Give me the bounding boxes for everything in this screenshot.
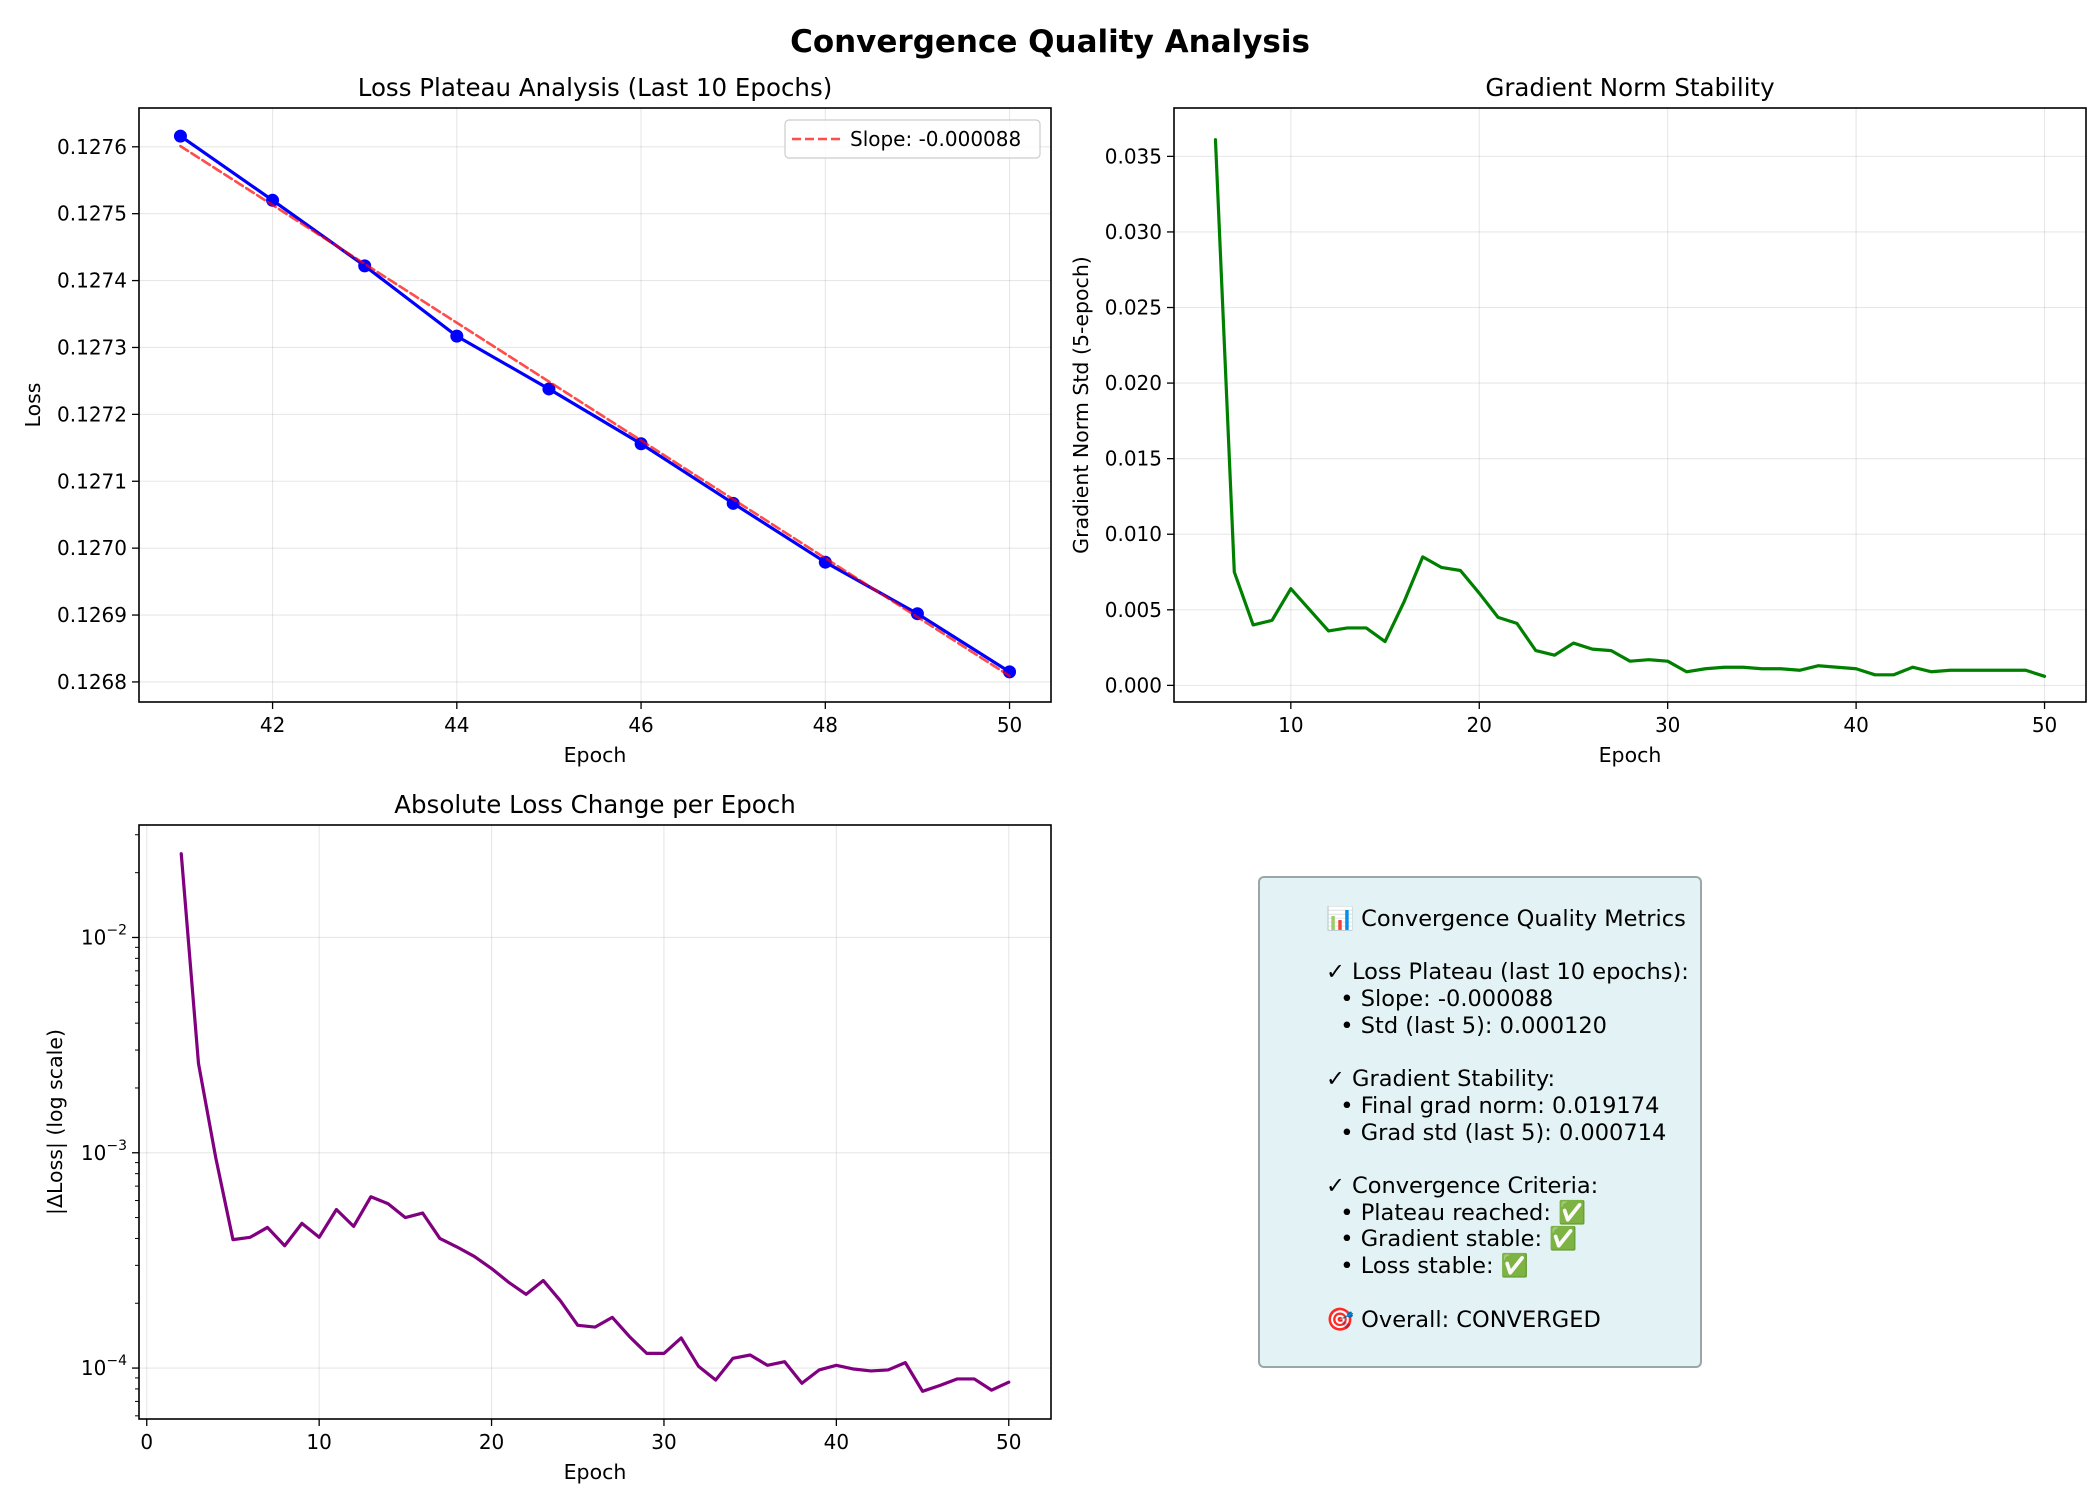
- y-tick-label: 0.025: [1105, 296, 1162, 320]
- legend-frame: [784, 119, 1041, 159]
- y-tick-label: 0.1275: [57, 202, 127, 226]
- abs-loss-change-ylabel: |ΔLoss| (log scale): [43, 1029, 68, 1215]
- y-tick-label: 0.1276: [57, 135, 127, 159]
- y-tick-label: 0.035: [1105, 144, 1162, 168]
- y-tick-label: 0.005: [1105, 598, 1162, 622]
- convergence-metrics-text: 📊 Convergence Quality Metrics ✓ Loss Pla…: [1326, 906, 1689, 1333]
- trend-line: [179, 144, 1011, 678]
- x-tick-label: 50: [2032, 713, 2057, 737]
- x-tick-label: 30: [651, 1430, 676, 1454]
- gradient-norm-ylabel: Gradient Norm Std (5-epoch): [1069, 256, 1093, 554]
- series-line: [178, 134, 1012, 674]
- x-tick-label: 10: [1278, 713, 1303, 737]
- x-tick-label: 50: [997, 713, 1022, 737]
- y-tick-label: 0.1274: [57, 269, 127, 293]
- x-tick-label: 20: [479, 1430, 504, 1454]
- y-tick-label: 10−2: [81, 922, 127, 949]
- loss-plateau-ylabel: Loss: [21, 383, 45, 428]
- data-point: [542, 382, 556, 396]
- convergence-metrics-box: 📊 Convergence Quality Metrics ✓ Loss Pla…: [1258, 876, 1702, 1368]
- y-tick-label: 0.000: [1105, 673, 1162, 697]
- loss-plateau-panel: 42 44 46 48 50 0.1268 0.1269 0.1270 0.1271 0.1272…: [21, 73, 1052, 767]
- y-tick-label: 0.015: [1105, 447, 1162, 471]
- y-tick-label: 0.030: [1105, 220, 1162, 244]
- x-tick-label: 40: [824, 1430, 849, 1454]
- y-tick-label: 0.1270: [57, 536, 127, 560]
- data-point: [910, 607, 924, 621]
- x-tick-label: 50: [996, 1430, 1021, 1454]
- y-tick-label: 0.1273: [57, 335, 127, 359]
- x-tick-label: 0: [140, 1430, 153, 1454]
- loss-plateau-axes-frame: [138, 107, 1052, 703]
- x-tick-label: 30: [1655, 713, 1680, 737]
- abs-loss-change-panel: 0 10 20 30 40 50 10−4 10−3 10−2 Absolute Loss Ch…: [43, 790, 1052, 1484]
- gradient-norm-axes-frame: [1173, 107, 2087, 703]
- abs-loss-change-title: Absolute Loss Change per Epoch: [394, 790, 796, 819]
- y-tick-label: 0.1269: [57, 603, 127, 627]
- x-tick-label: 48: [813, 713, 838, 737]
- x-tick-label: 20: [1467, 713, 1492, 737]
- legend-slope-label: Slope: -0.000088: [850, 127, 1021, 151]
- y-tick-label: 0.1271: [57, 469, 127, 493]
- loss-plateau-xlabel: Epoch: [564, 743, 627, 767]
- x-tick-label: 10: [306, 1430, 331, 1454]
- loss-plateau-title: Loss Plateau Analysis (Last 10 Epochs): [358, 73, 833, 102]
- x-tick-label: 40: [1843, 713, 1868, 737]
- gradient-norm-panel: 10 20 30 40 50 0.000 0.005 0.010 0.015 0.020 0.025…: [1069, 73, 2087, 767]
- x-tick-label: 44: [444, 713, 469, 737]
- y-tick-label: 0.020: [1105, 371, 1162, 395]
- y-tick-label: 0.1272: [57, 402, 127, 426]
- gradient-norm-title: Gradient Norm Stability: [1485, 73, 1774, 102]
- x-tick-label: 42: [260, 713, 285, 737]
- y-tick-label: 0.010: [1105, 522, 1162, 546]
- data-point: [173, 129, 187, 143]
- y-tick-label: 10−4: [81, 1353, 127, 1380]
- data-point: [450, 329, 464, 343]
- series-line: [179, 852, 1011, 1393]
- series-line: [1213, 138, 2047, 678]
- y-tick-label: 10−3: [81, 1138, 127, 1165]
- gradient-norm-xlabel: Epoch: [1599, 743, 1662, 767]
- figure-title: Convergence Quality Analysis: [790, 24, 1310, 60]
- data-point: [634, 437, 648, 451]
- y-tick-label: 0.1268: [57, 670, 127, 694]
- x-tick-label: 46: [628, 713, 653, 737]
- loss-plateau-legend: Slope: -0.000088: [784, 119, 1041, 159]
- abs-loss-change-xlabel: Epoch: [564, 1460, 627, 1484]
- abs-loss-change-axes-frame: [138, 824, 1052, 1420]
